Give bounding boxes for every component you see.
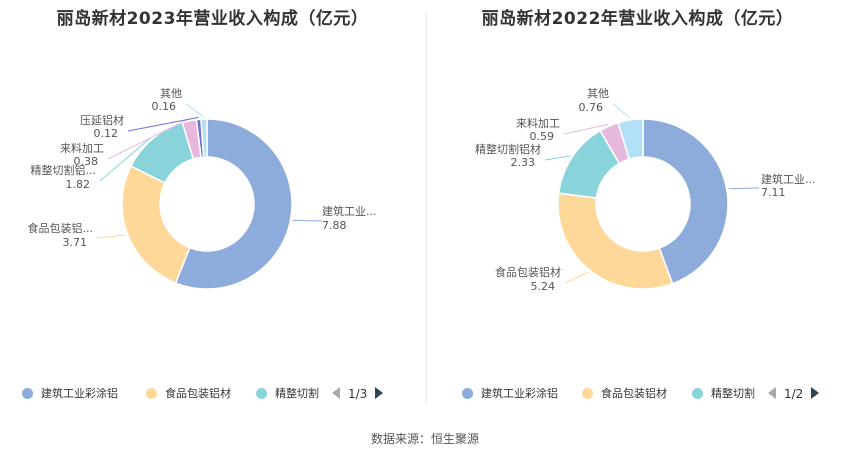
donut-chart-2023: 建筑工业...7.88食品包装铝...3.71精整切割铝...1.82来料加工0… (28, 87, 377, 290)
legend-dot-icon (146, 388, 157, 399)
slice-name-label: 来料加工 (516, 116, 560, 130)
leader-line-4 (127, 116, 199, 132)
leader-line-2 (544, 155, 571, 161)
slice-value-label: 7.88 (322, 219, 347, 232)
legend-dot-icon (256, 388, 267, 399)
legend-label: 建筑工业彩涂铝 (41, 387, 118, 400)
leader-line-1 (96, 234, 126, 239)
legend-dot-icon (582, 388, 593, 399)
slice-name-label: 其他 (587, 87, 609, 100)
legend-item-1[interactable]: 食品包装铝材 (582, 384, 667, 404)
prev-page-icon[interactable] (768, 387, 776, 399)
panel-divider (426, 12, 427, 404)
slice-name-label: 来料加工 (60, 141, 104, 155)
leader-line-0 (292, 219, 323, 222)
next-page-icon[interactable] (375, 387, 384, 399)
legend-item-0[interactable]: 建筑工业彩涂铝 (462, 384, 558, 404)
leader-line-4 (612, 103, 631, 119)
slice-name-label: 压延铝材 (80, 113, 124, 127)
chart-panel-2022: 丽岛新材2022年营业收入构成（亿元） 建筑工业... 7.11 食品包装铝材 5.2… (425, 0, 850, 420)
legend-pager: 1/3 (332, 384, 384, 404)
donut-slice-5[interactable] (200, 118, 208, 158)
legend-item-2[interactable]: 精整切割 (256, 384, 319, 404)
slice-value-label: 7.11 (761, 186, 786, 199)
slice-name-label: 建筑工业... (761, 172, 816, 186)
legend-pager: 1/2 (768, 384, 820, 404)
next-page-icon[interactable] (811, 387, 820, 399)
slice-value-label: 0.76 (579, 101, 604, 114)
legend-label: 食品包装铝材 (601, 387, 667, 400)
legend-label: 精整切割 (711, 387, 755, 400)
legend-label: 建筑工业彩涂铝 (481, 387, 558, 400)
legend-dot-icon (692, 388, 703, 399)
legend-item-1[interactable]: 食品包装铝材 (146, 384, 231, 404)
leader-line-2 (99, 137, 152, 182)
data-source: 数据来源：恒生聚源 (370, 432, 479, 446)
legend-dot-icon (462, 388, 473, 399)
chart-title: 丽岛新材2023年营业收入构成（亿元） (56, 9, 369, 29)
slice-value-label: 2.33 (511, 156, 536, 169)
slice-value-label: 0.16 (152, 100, 177, 113)
legend-item-2[interactable]: 精整切割 (692, 384, 755, 404)
page-indicator: 1/3 (348, 387, 368, 401)
prev-page-icon[interactable] (332, 387, 340, 399)
chart-title: 丽岛新材2022年营业收入构成（亿元） (481, 9, 794, 29)
slice-value-label: 0.59 (530, 130, 555, 143)
legend-label: 精整切割 (275, 387, 319, 400)
slice-value-label: 3.71 (63, 236, 88, 249)
slice-value-label: 0.12 (94, 127, 119, 140)
leader-line-0 (728, 187, 760, 190)
slice-name-label: 精整切割铝材 (475, 142, 541, 156)
legend-dot-icon (22, 388, 33, 399)
legend: 建筑工业彩涂铝 食品包装铝材 精整切割 1/3 (0, 384, 425, 404)
page-indicator: 1/2 (784, 387, 804, 401)
donut-slice-0[interactable] (642, 118, 729, 285)
legend: 建筑工业彩涂铝 食品包装铝材 精整切割 1/2 (425, 384, 850, 404)
legend-label: 食品包装铝材 (165, 387, 231, 400)
slice-name-label: 其他 (160, 87, 182, 100)
donut-slice-1[interactable] (557, 192, 674, 290)
donut-slice-0[interactable] (174, 118, 293, 290)
slice-name-label: 建筑工业... (322, 204, 377, 218)
slice-value-label: 0.38 (74, 155, 99, 168)
donut-slice-1[interactable] (121, 165, 191, 284)
leader-line-5 (185, 103, 205, 118)
slice-value-label: 1.82 (66, 178, 91, 191)
slice-name-label: 精整切割铝... (31, 163, 97, 177)
donut-slice-4[interactable] (617, 118, 644, 161)
leader-line-3 (107, 118, 190, 160)
chart-panel-2023: 丽岛新材2023年营业收入构成（亿元） 建筑工业... 7.88 食品包装铝... 3… (0, 0, 425, 420)
slice-value-label: 5.24 (531, 280, 556, 293)
slice-name-label: 食品包装铝材 (495, 265, 561, 279)
slice-name-label: 食品包装铝... (28, 221, 94, 235)
leader-line-3 (563, 123, 609, 135)
leader-line-1 (564, 271, 590, 284)
legend-item-0[interactable]: 建筑工业彩涂铝 (22, 384, 118, 404)
